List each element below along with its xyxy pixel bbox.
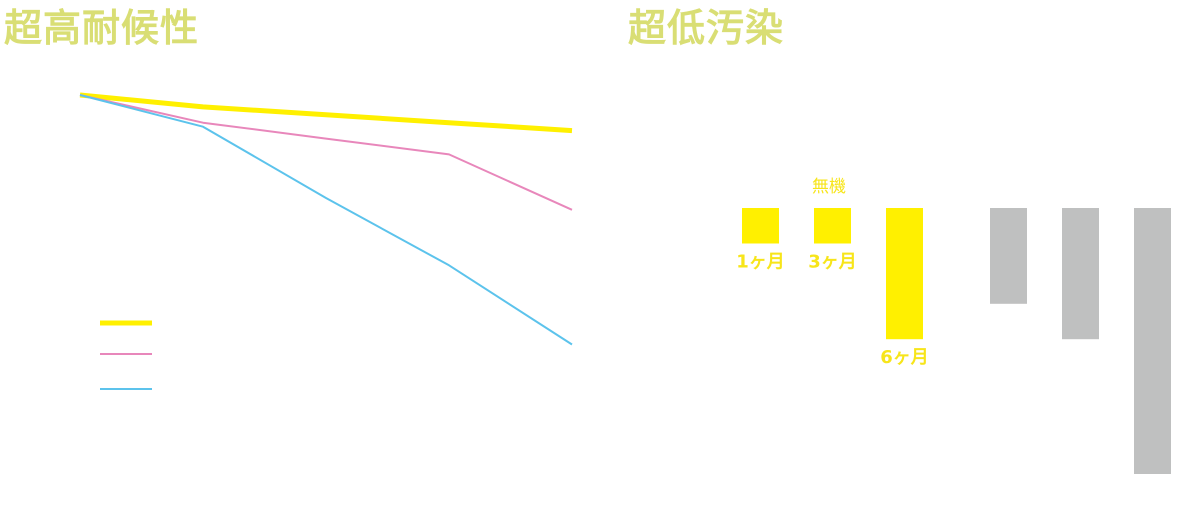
line-series-3 (79, 94, 573, 346)
bar-5 (1062, 208, 1099, 340)
bar-label-3: 6ヶ月 (880, 347, 929, 368)
title-high-weather-resistance: 超高耐候性 (4, 5, 200, 50)
bar-group-label: 無機 (812, 177, 846, 197)
title-low-contamination: 超低汚染 (628, 5, 785, 50)
bar-6 (1134, 208, 1171, 474)
bar-label-2: 3ヶ月 (808, 251, 857, 272)
line-chart-weather-resistance (79, 92, 573, 390)
line-series-1 (79, 92, 573, 134)
bar-3 (886, 208, 923, 340)
bar-1 (742, 208, 779, 244)
bar-2 (814, 208, 851, 244)
bar-4 (990, 208, 1027, 304)
bar-chart-contamination: 1ヶ月 3ヶ月 6ヶ月 無機 (736, 177, 1171, 474)
bar-label-1: 1ヶ月 (736, 251, 785, 272)
line-series-2 (79, 94, 573, 211)
